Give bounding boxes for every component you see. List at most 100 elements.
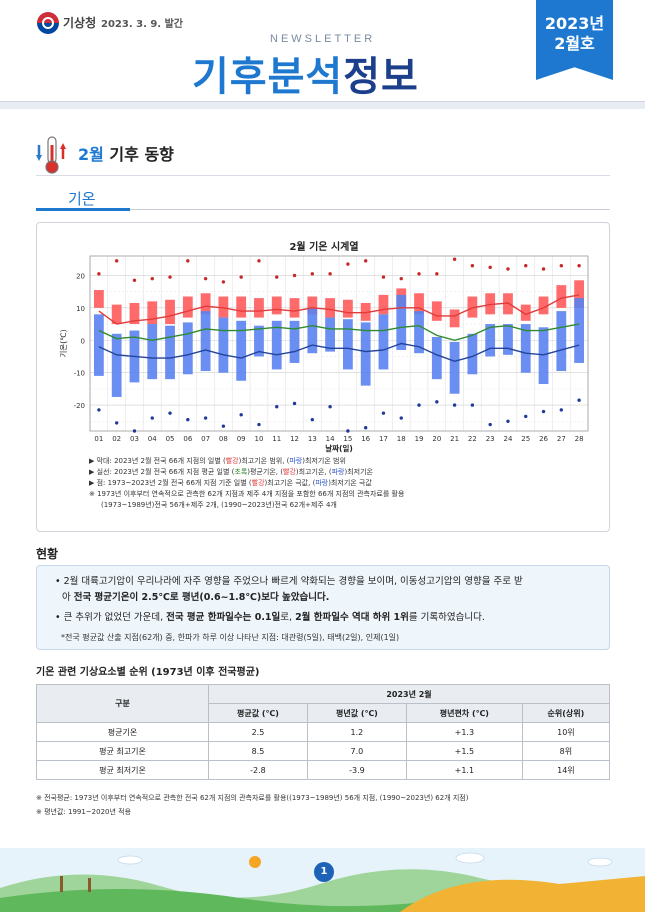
extreme-point xyxy=(221,424,226,428)
range-bar xyxy=(556,285,567,308)
range-bar xyxy=(467,333,478,375)
range-bar xyxy=(538,296,549,315)
header-divider xyxy=(0,101,645,109)
cell: 2.5 xyxy=(208,722,308,742)
extreme-point xyxy=(132,429,137,433)
range-bar xyxy=(396,294,407,350)
plot-area-border xyxy=(89,255,589,432)
extreme-point xyxy=(452,257,457,261)
tab-underline xyxy=(36,208,130,211)
range-bar xyxy=(378,314,389,370)
kma-logo-icon xyxy=(37,12,59,34)
range-bar xyxy=(378,294,389,315)
row-label: 평균 최저기온 xyxy=(36,760,209,780)
range-bar xyxy=(165,325,175,380)
title-part-1: 기후분석 xyxy=(192,54,344,100)
issue-ribbon: 2023년 2월호 xyxy=(536,0,613,80)
range-bar xyxy=(449,341,460,394)
title-part-2: 정보 xyxy=(343,54,419,100)
x-tick-label: 14 xyxy=(326,435,335,443)
x-tick-label: 23 xyxy=(486,435,495,443)
cell: +1.1 xyxy=(405,760,523,780)
extreme-point xyxy=(168,275,172,279)
extreme-point xyxy=(399,416,403,420)
newsletter-label: NEWSLETTER xyxy=(270,33,376,45)
extreme-point xyxy=(239,413,243,417)
extreme-point xyxy=(524,264,528,268)
extreme-point xyxy=(186,417,190,422)
range-bar xyxy=(129,302,140,325)
extreme-point xyxy=(221,280,226,284)
x-tick-label: 28 xyxy=(575,435,584,443)
tab-temperature: 기온 xyxy=(68,190,96,208)
extreme-point xyxy=(363,426,368,430)
legend-bars: ▶ 막대: 2023년 2월 전국 66개 지점의 일별 (빨강)최고기온 범위… xyxy=(89,457,346,465)
cell: +1.3 xyxy=(405,722,523,742)
issue-year: 2023년 xyxy=(544,14,605,33)
series-line xyxy=(98,342,580,363)
rank-col-group: 구분 xyxy=(36,684,209,723)
rank-title: 기온 관련 기상요소별 순위 (1973년 이후 전국평균) xyxy=(36,667,260,678)
footnote-normal: ※ 평년값: 1991~2020년 적용 xyxy=(36,808,132,816)
legend-points: ▶ 점: 1973~2023년 2월 전국 66개 지점 기준 일별 (빨강)최… xyxy=(89,479,372,487)
x-tick-label: 11 xyxy=(272,435,281,443)
range-bar xyxy=(414,293,424,315)
x-tick-label: 06 xyxy=(183,435,192,443)
extreme-point xyxy=(577,264,581,268)
status-item-2: • 큰 추위가 없었던 가운데, 전국 평균 한파일수는 0.1일로, 2월 한… xyxy=(55,612,485,623)
rank-col-span: 2023년 2월 xyxy=(208,684,610,704)
cell: 1.2 xyxy=(306,722,407,742)
extreme-point xyxy=(257,259,261,263)
rank-col-header: 평균값 (℃) xyxy=(208,703,308,723)
y-tick-label: 10 xyxy=(76,305,85,313)
range-bar xyxy=(147,301,158,325)
range-bar xyxy=(574,280,584,308)
x-tick-label: 02 xyxy=(112,435,121,443)
x-tick-label: 09 xyxy=(237,435,246,443)
range-bar xyxy=(182,322,193,375)
cell: 8.5 xyxy=(208,741,308,761)
table-row: 평균 최고기온 8.5 7.0 +1.5 8위 xyxy=(36,741,611,761)
range-bar xyxy=(574,298,584,363)
cell: +1.5 xyxy=(405,741,523,761)
x-tick-label: 15 xyxy=(343,435,352,443)
y-tick-label: -20 xyxy=(74,402,85,410)
row-label: 평균기온 xyxy=(36,722,209,742)
temperature-chart-panel: -20 -10 0 10 20 01 02 03 04 05 06 07 08 09 10 11 12 13 14 1… xyxy=(36,222,610,532)
legend-note: ※ 1973년 이후부터 연속적으로 관측한 62개 지점과 제주 4개 지점을… xyxy=(89,490,405,498)
extreme-point xyxy=(435,272,439,276)
y-axis-label: 기온(℃) xyxy=(59,329,68,357)
range-bar xyxy=(360,302,371,321)
x-tick-label: 25 xyxy=(521,435,530,443)
extreme-point xyxy=(506,419,510,423)
x-tick-label: 13 xyxy=(308,435,317,443)
legend-lines: ▶ 실선: 2023년 2월 전국 66개 지점 평균 일별 (초록)평균기온,… xyxy=(89,468,373,476)
rank-table: 구분 2023년 2월 평균값 (℃) 평년값 (℃) 평년편차 (℃) 순위(… xyxy=(36,684,611,780)
thermometer-icon xyxy=(36,136,66,174)
range-bar xyxy=(307,307,318,354)
x-tick-label: 10 xyxy=(255,435,264,443)
status-item-1: • 2월 대륙고기압이 우리나라에 자주 영향을 주었으나 빠르게 약화되는 경… xyxy=(55,576,523,603)
range-bar xyxy=(271,296,282,315)
rank-col-header: 순위(상위) xyxy=(521,703,611,723)
extreme-point xyxy=(506,267,510,271)
extreme-point xyxy=(470,403,475,407)
range-bar xyxy=(431,301,442,321)
page-number: 1 xyxy=(314,862,334,882)
extreme-point xyxy=(559,408,564,412)
extreme-point xyxy=(559,264,564,268)
cell: -3.9 xyxy=(306,760,407,780)
extreme-point xyxy=(275,404,279,409)
cell: 10위 xyxy=(521,722,611,742)
extreme-point xyxy=(186,259,190,263)
extreme-point xyxy=(203,276,208,281)
range-bar xyxy=(289,320,300,363)
newsletter-title: 기후분석정보 xyxy=(192,44,419,102)
range-bar xyxy=(254,298,264,318)
y-tick-label: 0 xyxy=(81,337,85,345)
issue-month: 2월호 xyxy=(554,34,595,53)
range-bar xyxy=(325,298,335,318)
x-tick-label: 22 xyxy=(468,435,477,443)
section-header: 2월 기후 동향 xyxy=(36,135,610,175)
x-tick-label: 21 xyxy=(450,435,459,443)
